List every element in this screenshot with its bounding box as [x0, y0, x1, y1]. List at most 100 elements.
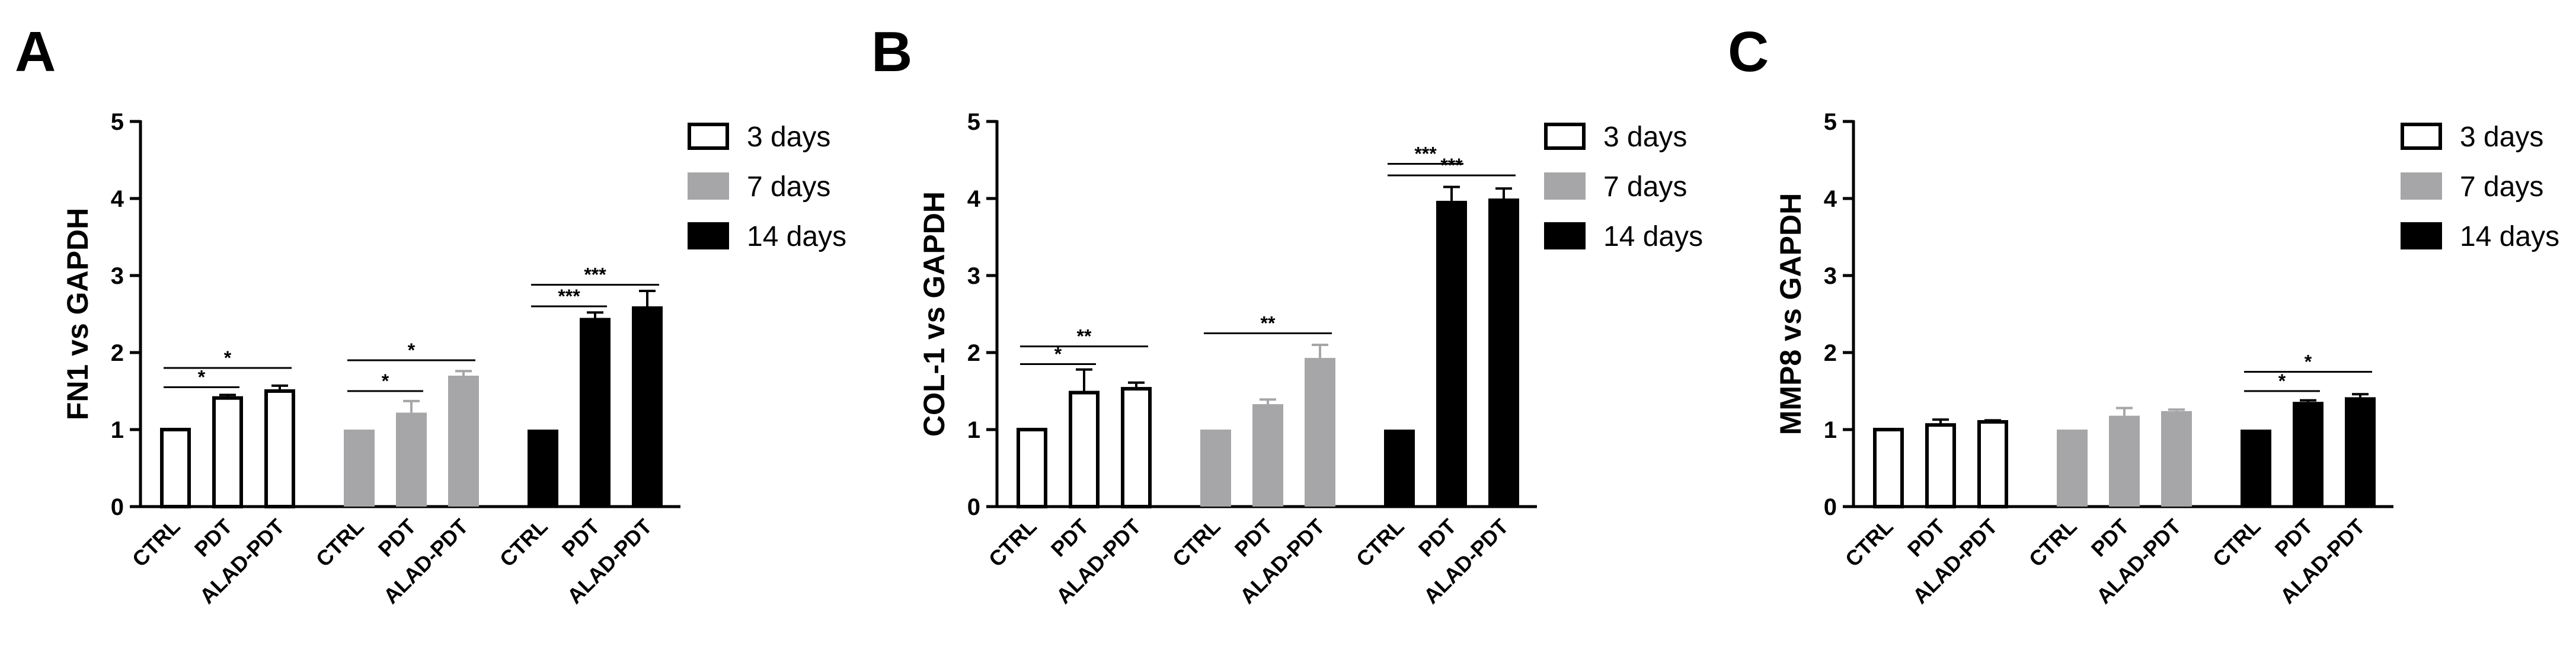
significance-label: ***	[584, 264, 606, 286]
significance-label: *	[198, 367, 206, 388]
legend-label: 3 days	[2460, 121, 2543, 153]
bar	[1200, 430, 1231, 507]
significance-label: **	[1261, 313, 1276, 334]
significance-label: **	[1077, 326, 1092, 347]
y-tick-label: 2	[111, 340, 124, 366]
x-tick-label: PDT	[1414, 514, 1461, 562]
x-tick-label: CTRL	[495, 514, 552, 572]
bar	[1384, 430, 1415, 507]
x-tick-label: CTRL	[127, 514, 185, 572]
legend-label: 7 days	[2460, 171, 2543, 203]
x-tick-label: CTRL	[311, 514, 369, 572]
x-tick-label: CTRL	[1351, 514, 1409, 572]
bar	[1017, 428, 1047, 508]
bar	[396, 412, 427, 507]
legend-swatch	[1544, 172, 1586, 200]
y-tick-label: 5	[967, 109, 980, 135]
legend-swatch	[688, 123, 729, 150]
bar	[212, 396, 243, 509]
legend-swatch	[688, 172, 729, 200]
y-tick-label: 0	[967, 494, 980, 520]
bar	[1069, 390, 1100, 508]
y-axis-label: FN1 vs GAPDH	[61, 208, 94, 420]
y-tick-label: 0	[1824, 494, 1837, 520]
panel-letter: B	[871, 20, 912, 84]
significance-label: *	[224, 347, 232, 369]
legend-swatch	[2401, 172, 2442, 200]
x-tick-label: PDT	[1903, 514, 1950, 562]
y-tick-label: 3	[967, 263, 980, 289]
y-axis-label: COL-1 vs GAPDH	[918, 191, 951, 437]
y-tick-label: 3	[1824, 263, 1837, 289]
significance-label: ***	[1440, 155, 1463, 176]
legend-swatch	[1544, 222, 1586, 249]
x-tick-label: CTRL	[2024, 514, 2082, 572]
panel-letter: A	[15, 20, 56, 84]
bar	[1252, 404, 1283, 507]
y-tick-label: 0	[111, 494, 124, 520]
y-tick-label: 5	[111, 109, 124, 135]
legend-label: 14 days	[747, 221, 846, 252]
panel-letter: C	[1728, 20, 1769, 84]
bar	[2345, 397, 2376, 507]
bar	[1436, 200, 1467, 507]
bar	[448, 376, 479, 507]
bar	[160, 428, 191, 508]
legend-swatch	[2401, 222, 2442, 249]
y-tick-label: 2	[967, 340, 980, 366]
significance-label: ***	[558, 286, 580, 307]
bar	[580, 318, 611, 507]
y-tick-label: 4	[111, 186, 124, 212]
bar	[632, 306, 663, 507]
significance-label: ***	[1414, 143, 1437, 165]
significance-label: *	[408, 340, 416, 361]
legend-label: 3 days	[1603, 121, 1687, 153]
y-tick-label: 4	[967, 186, 981, 212]
bar	[2293, 402, 2323, 507]
significance-label: *	[2278, 370, 2286, 392]
y-tick-label: 4	[1824, 186, 1837, 212]
y-tick-label: 1	[1824, 417, 1837, 443]
significance-label: *	[1054, 344, 1062, 365]
bar	[1873, 428, 1904, 508]
significance-label: *	[2305, 351, 2312, 373]
bar	[1488, 198, 1519, 507]
legend-label: 14 days	[2460, 221, 2559, 252]
x-tick-label: CTRL	[1168, 514, 1225, 572]
x-tick-label: PDT	[373, 514, 421, 562]
legend-label: 7 days	[747, 171, 830, 203]
bar	[2241, 430, 2271, 507]
x-tick-label: CTRL	[2208, 514, 2265, 572]
legend-swatch	[688, 222, 729, 249]
y-tick-label: 5	[1824, 109, 1837, 135]
y-axis-label: MMP8 vs GAPDH	[1774, 193, 1807, 435]
bar	[2161, 411, 2192, 507]
x-tick-label: PDT	[1046, 514, 1094, 562]
bar	[1925, 423, 1956, 509]
bar	[344, 430, 375, 507]
significance-label: *	[382, 370, 389, 392]
y-tick-label: 3	[111, 263, 124, 289]
legend-label: 3 days	[747, 121, 830, 153]
bar	[2057, 430, 2088, 507]
x-tick-label: CTRL	[984, 514, 1041, 572]
legend-label: 14 days	[1603, 221, 1703, 252]
bar	[1121, 387, 1152, 508]
y-tick-label: 2	[1824, 340, 1837, 366]
x-tick-label: PDT	[2270, 514, 2318, 562]
bar	[1977, 420, 2008, 508]
x-tick-label: CTRL	[1840, 514, 1898, 572]
legend-label: 7 days	[1603, 171, 1687, 203]
y-tick-label: 1	[111, 417, 124, 443]
x-tick-label: PDT	[190, 514, 237, 562]
legend-swatch	[1544, 123, 1586, 150]
x-tick-label: PDT	[557, 514, 605, 562]
bar	[528, 430, 558, 507]
x-tick-label: PDT	[2086, 514, 2134, 562]
legend-swatch	[2401, 123, 2442, 150]
bar	[2109, 415, 2140, 507]
